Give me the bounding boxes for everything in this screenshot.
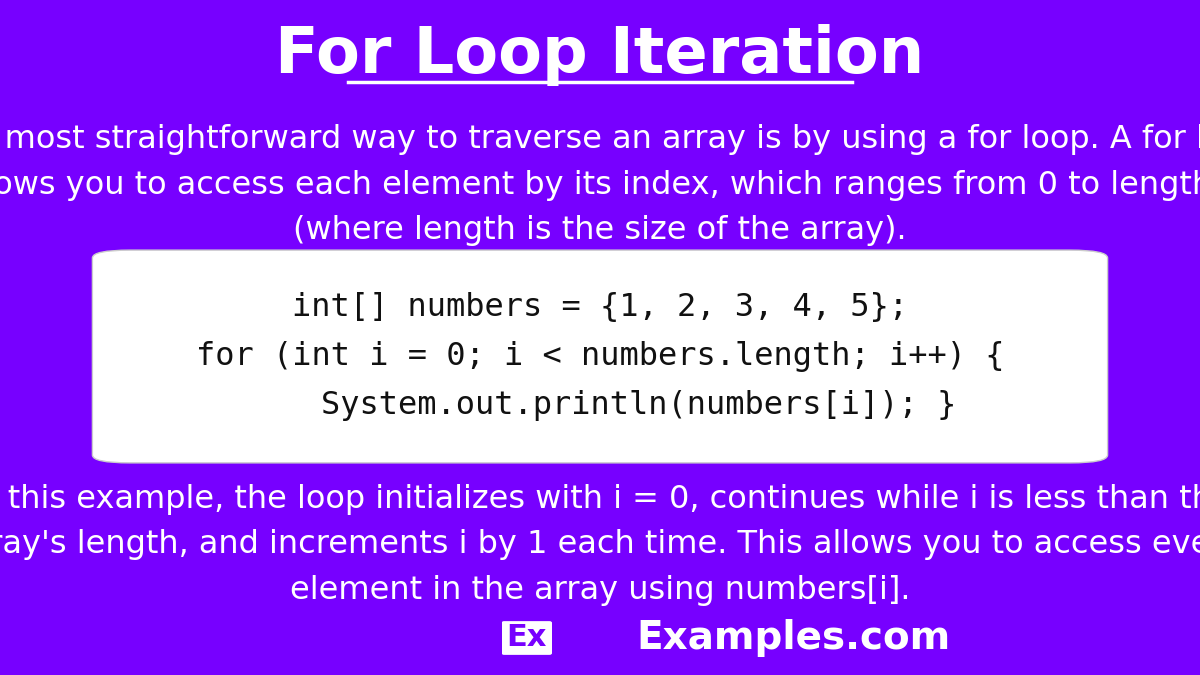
Text: System.out.println(numbers[i]); }: System.out.println(numbers[i]); } xyxy=(244,390,956,421)
Text: int[] numbers = {1, 2, 3, 4, 5};: int[] numbers = {1, 2, 3, 4, 5}; xyxy=(292,292,908,323)
Text: Ex: Ex xyxy=(506,624,547,653)
FancyBboxPatch shape xyxy=(92,250,1108,463)
Text: The most straightforward way to traverse an array is by using a for loop. A for : The most straightforward way to traverse… xyxy=(0,124,1200,246)
Text: Examples.com: Examples.com xyxy=(636,619,950,657)
Text: for (int i = 0; i < numbers.length; i++) {: for (int i = 0; i < numbers.length; i++)… xyxy=(196,341,1004,372)
Text: In this example, the loop initializes with i = 0, continues while i is less than: In this example, the loop initializes wi… xyxy=(0,484,1200,606)
Text: For Loop Iteration: For Loop Iteration xyxy=(275,24,925,86)
FancyBboxPatch shape xyxy=(502,621,552,655)
